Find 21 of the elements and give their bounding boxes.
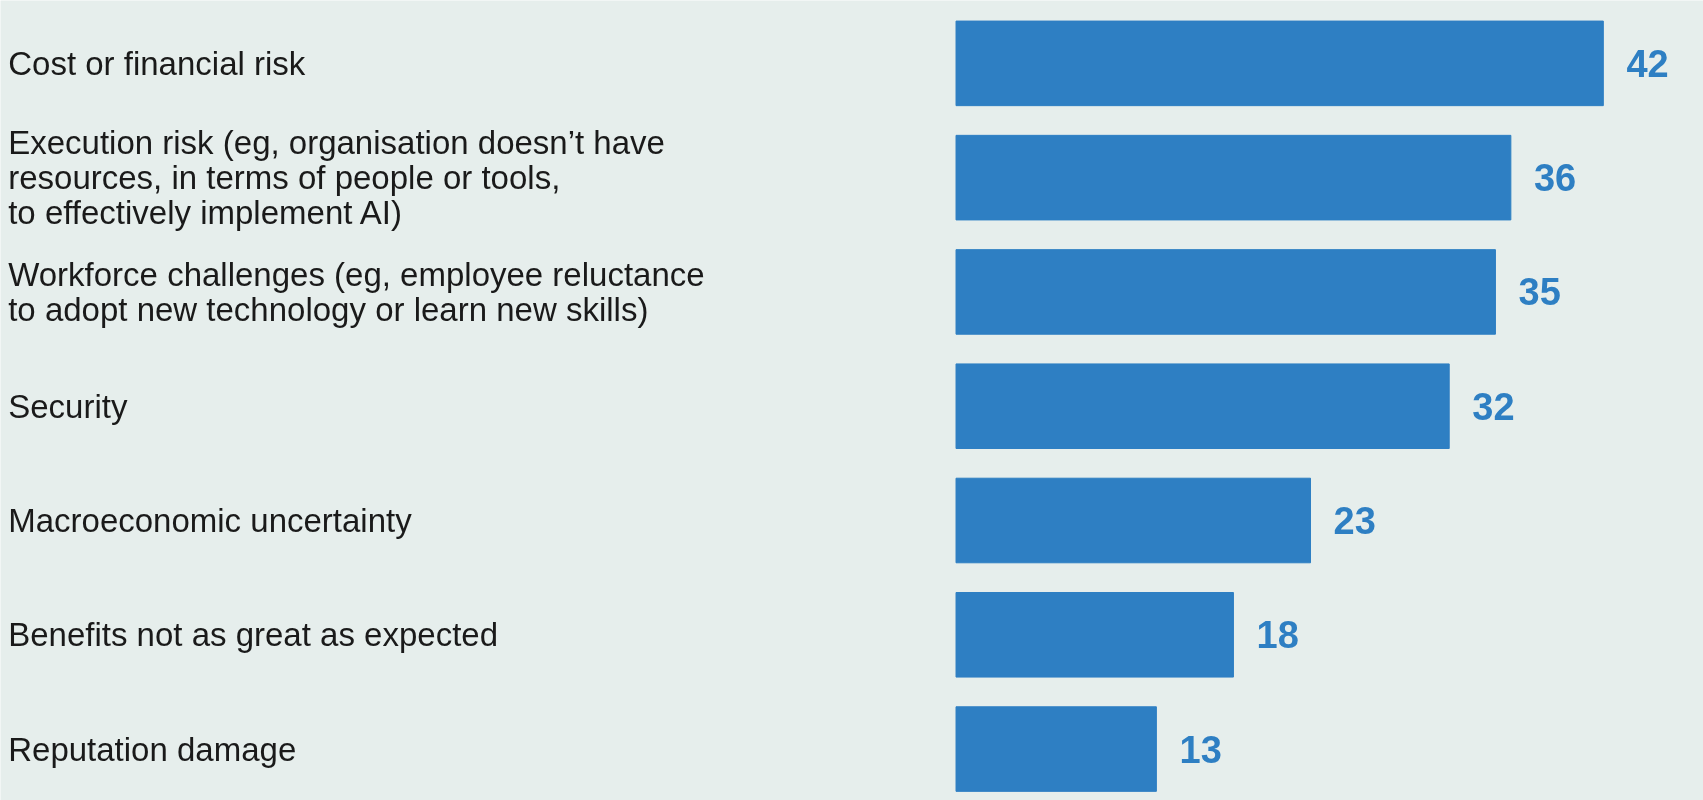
data-label: 35 <box>1518 271 1561 314</box>
data-label: 23 <box>1333 500 1376 542</box>
data-label: 13 <box>1179 728 1222 771</box>
bar <box>955 477 1311 564</box>
bar <box>955 592 1234 678</box>
y-tick-label: Benefits not as great as expected <box>8 616 499 654</box>
data-label: 36 <box>1533 157 1577 200</box>
y-tick-label: Execution risk (eg, organisation doesn’t have resources, in terms of people or tools, to effectively implement AI) <box>8 123 665 232</box>
data-label: 42 <box>1626 42 1669 85</box>
y-tick-label: Reputation damage <box>8 730 297 768</box>
y-tick-label: Macroeconomic uncertainty <box>8 502 413 539</box>
y-tick-label: Workforce challenges (eg, employee reluctance to adopt new technology or learn new skills) <box>8 255 705 328</box>
bar <box>955 249 1496 335</box>
y-tick-label: Security <box>8 387 128 425</box>
data-label: 32 <box>1472 385 1515 428</box>
bar <box>955 20 1604 107</box>
y-tick-label: Cost or financial risk <box>8 44 306 82</box>
bar <box>955 363 1450 449</box>
bar <box>955 134 1512 221</box>
bar <box>955 706 1157 792</box>
data-label: 18 <box>1256 614 1299 657</box>
